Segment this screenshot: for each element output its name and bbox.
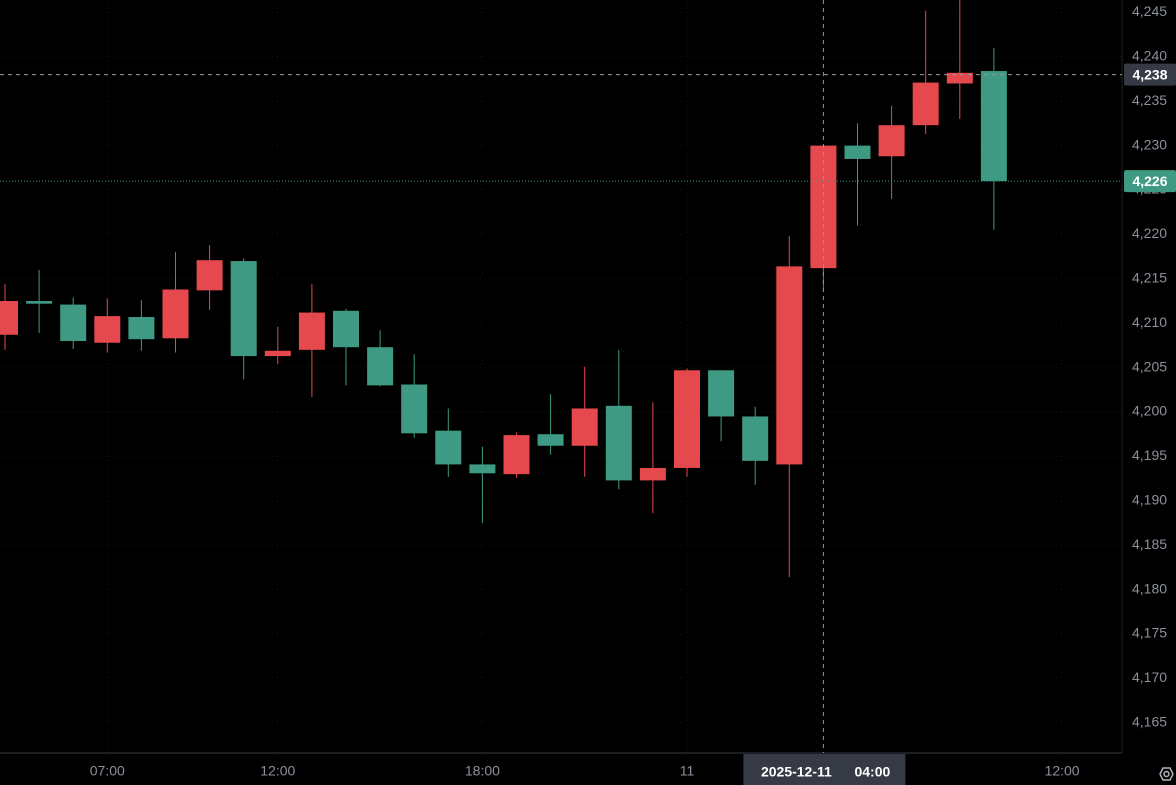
candle-body bbox=[571, 408, 598, 446]
icon-shape bbox=[1159, 767, 1174, 781]
candle-body bbox=[708, 370, 735, 417]
candle-body bbox=[128, 317, 155, 340]
candle-body bbox=[878, 125, 905, 157]
candle-body bbox=[435, 430, 462, 465]
candle-body bbox=[60, 304, 87, 341]
candle-body bbox=[196, 260, 223, 291]
y-tick-label: 4,180 bbox=[1132, 580, 1167, 596]
candles bbox=[0, 0, 1007, 578]
y-tick-label: 4,205 bbox=[1132, 358, 1167, 374]
y-tick-label: 4,195 bbox=[1132, 447, 1167, 463]
crosshair-price-box bbox=[1124, 63, 1176, 86]
candle-body bbox=[639, 467, 666, 481]
candle-body bbox=[946, 72, 973, 84]
x-tick-label: 07:00 bbox=[90, 763, 125, 779]
candle-body bbox=[674, 370, 700, 468]
x-tick-label: 12:00 bbox=[1045, 763, 1080, 779]
y-tick-label: 4,175 bbox=[1132, 625, 1167, 641]
candle-body bbox=[537, 434, 564, 446]
candle-body bbox=[469, 464, 496, 474]
candle-body bbox=[810, 145, 837, 269]
y-tick-label: 4,220 bbox=[1132, 225, 1167, 241]
x-tick-label: 12:00 bbox=[260, 763, 295, 779]
crosshair-time-box bbox=[743, 754, 906, 785]
y-tick-label: 4,245 bbox=[1132, 3, 1167, 19]
y-tick-label: 4,185 bbox=[1132, 536, 1167, 552]
candle-body bbox=[503, 435, 530, 475]
last-price-box bbox=[1124, 170, 1176, 193]
y-tick-label: 4,215 bbox=[1132, 270, 1167, 286]
crosshair-date-label: 2025-12-11 bbox=[761, 764, 832, 780]
y-tick-label: 4,170 bbox=[1132, 669, 1167, 685]
candle-body bbox=[230, 261, 257, 357]
candle-body bbox=[605, 405, 632, 481]
candle-body bbox=[367, 347, 394, 386]
y-tick-label: 4,165 bbox=[1132, 714, 1167, 730]
candle-body bbox=[94, 316, 121, 343]
candle-body bbox=[844, 145, 871, 159]
y-tick-label: 4,230 bbox=[1132, 136, 1167, 152]
candle-body bbox=[333, 310, 359, 348]
y-tick-label: 4,235 bbox=[1132, 92, 1167, 108]
candle-body bbox=[264, 350, 291, 357]
y-tick-label: 4,210 bbox=[1132, 314, 1167, 330]
y-tick-label: 4,190 bbox=[1132, 492, 1167, 508]
y-tick-label: 4,240 bbox=[1132, 48, 1167, 64]
candle-body bbox=[401, 384, 428, 434]
candle-body bbox=[742, 416, 769, 461]
candle-body bbox=[912, 82, 939, 126]
axis-labels: 4,165 4,170 4,175 4,180 4,185 4,190 4,195 4,200… bbox=[90, 3, 1167, 779]
candle-body bbox=[980, 71, 1007, 182]
candle-body bbox=[0, 301, 18, 335]
crosshair-time-label: 04:00 bbox=[854, 764, 890, 780]
candle-body bbox=[162, 289, 189, 339]
candle-body bbox=[26, 301, 53, 304]
last-price-label: 4,226 bbox=[1132, 173, 1167, 189]
candle-body bbox=[776, 266, 803, 465]
candle-body bbox=[298, 312, 325, 350]
settings-icon[interactable] bbox=[1159, 767, 1174, 781]
icon-dot bbox=[1163, 770, 1170, 778]
x-tick-label: 18:00 bbox=[465, 763, 500, 779]
y-tick-label: 4,200 bbox=[1132, 403, 1167, 419]
x-tick-label: 11 bbox=[680, 763, 695, 779]
crosshair-price-label: 4,238 bbox=[1132, 66, 1167, 82]
